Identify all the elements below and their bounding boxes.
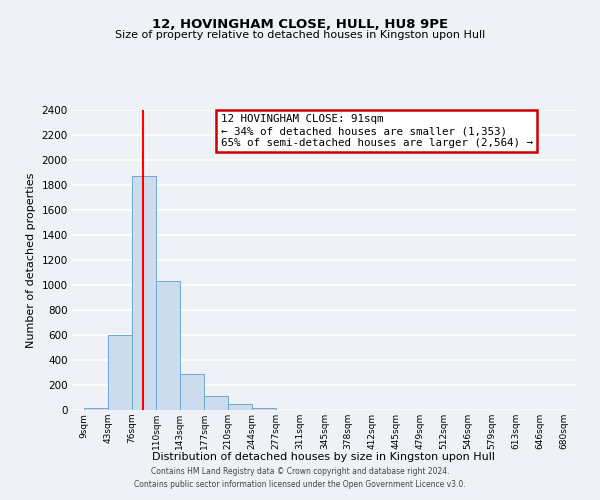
Text: Contains HM Land Registry data © Crown copyright and database right 2024.
Contai: Contains HM Land Registry data © Crown c… (134, 468, 466, 489)
Bar (180, 374, 204, 410)
Bar (109, 335, 132, 410)
Bar (204, 396, 228, 410)
Bar (84, 408, 109, 410)
Bar (228, 404, 252, 410)
Bar (157, 281, 180, 410)
Bar (132, 176, 157, 410)
Text: Size of property relative to detached houses in Kingston upon Hull: Size of property relative to detached ho… (115, 30, 485, 40)
Y-axis label: Number of detached properties: Number of detached properties (26, 172, 36, 348)
Text: 12 HOVINGHAM CLOSE: 91sqm
← 34% of detached houses are smaller (1,353)
65% of se: 12 HOVINGHAM CLOSE: 91sqm ← 34% of detac… (221, 114, 533, 148)
Text: 12, HOVINGHAM CLOSE, HULL, HU8 9PE: 12, HOVINGHAM CLOSE, HULL, HU8 9PE (152, 18, 448, 30)
Text: Distribution of detached houses by size in Kingston upon Hull: Distribution of detached houses by size … (152, 452, 496, 462)
Bar (252, 408, 276, 410)
